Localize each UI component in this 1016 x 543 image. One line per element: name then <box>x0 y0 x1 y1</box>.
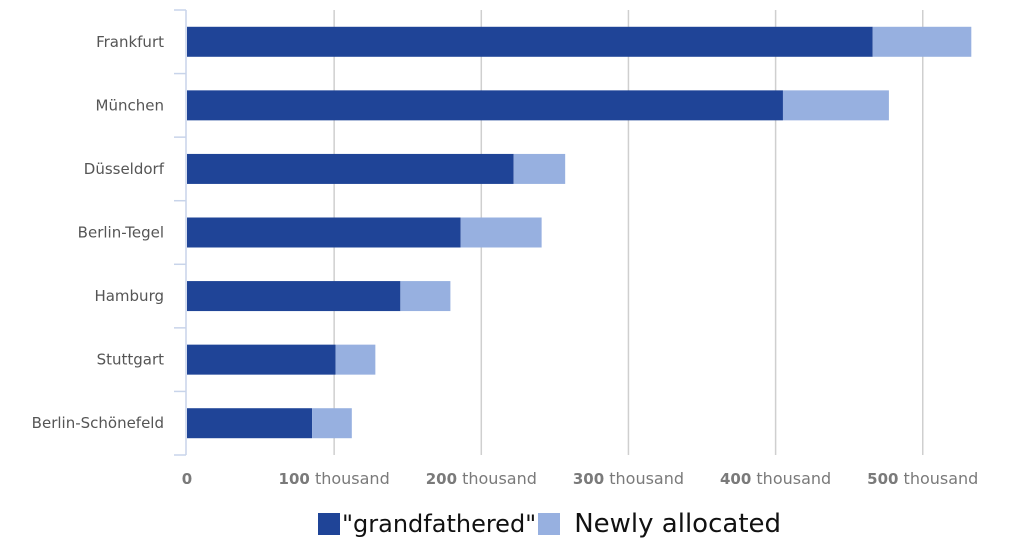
category-label: Berlin-Tegel <box>78 224 164 242</box>
legend-label-newly-allocated: Newly allocated <box>574 509 782 539</box>
x-tick-label: 400 thousand <box>720 469 831 488</box>
legend-label-grandfathered: "grandfathered" <box>342 510 537 538</box>
category-label: Düsseldorf <box>84 160 165 178</box>
category-label: Hamburg <box>94 287 164 305</box>
bar-grandfathered <box>187 153 514 184</box>
bar-newly-allocated <box>513 153 566 184</box>
bar-newly-allocated <box>335 344 376 375</box>
x-tick-label: 500 thousand <box>867 469 978 488</box>
bar-newly-allocated <box>872 26 972 57</box>
legend-swatch-newly-allocated <box>538 513 561 535</box>
category-labels: Frankfurt München Düsseldorf Berlin-Tegel Ha… <box>32 33 165 432</box>
x-tick-label: 100 thousand <box>279 469 390 488</box>
bar-grandfathered <box>187 26 873 57</box>
legend: "grandfathered" Newly allocated <box>318 506 781 542</box>
bar-grandfathered <box>187 281 401 312</box>
gridlines <box>333 10 924 455</box>
category-label: Frankfurt <box>96 33 164 51</box>
category-axis <box>174 9 187 456</box>
bar-grandfathered <box>187 408 313 439</box>
category-label: Berlin-Schönefeld <box>32 414 164 432</box>
legend-item-grandfathered: "grandfathered" <box>318 510 538 538</box>
bar-newly-allocated <box>400 281 451 312</box>
x-tick-label: 200 thousand <box>426 469 537 488</box>
bar-grandfathered <box>187 344 336 375</box>
legend-item-newly-allocated: Newly allocated <box>538 509 781 539</box>
x-tick-label: 300 thousand <box>573 469 684 488</box>
bars <box>187 26 972 439</box>
bar-newly-allocated <box>312 408 352 439</box>
bar-grandfathered <box>187 217 461 248</box>
legend-swatch-grandfathered <box>318 513 340 535</box>
bar-newly-allocated <box>460 217 542 248</box>
bar-newly-allocated <box>782 90 889 121</box>
stacked-bar-chart: Frankfurt München Düsseldorf Berlin-Tegel Ha… <box>32 9 979 488</box>
x-tick-label: 0 <box>182 470 192 488</box>
category-label: München <box>96 96 164 114</box>
category-label: Stuttgart <box>97 351 165 369</box>
x-tick-labels: 0 100 thousand 200 thousand 300 thousand 400… <box>182 469 979 488</box>
bar-grandfathered <box>187 90 783 121</box>
